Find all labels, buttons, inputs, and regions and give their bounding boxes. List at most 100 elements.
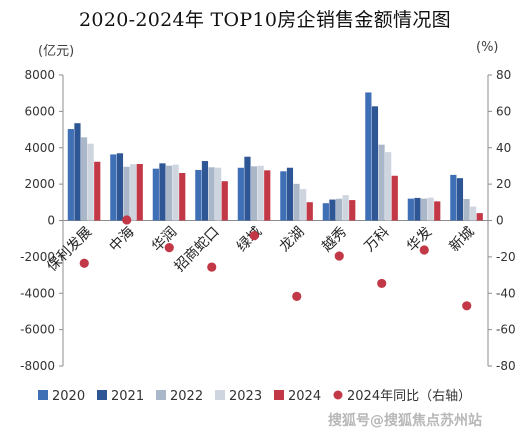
bar-2021-4 (244, 156, 251, 221)
yoy-point-9 (462, 301, 472, 311)
left-tick-label: -6000 (20, 323, 55, 337)
bar-2024-3 (221, 181, 228, 221)
right-tick-label: -80 (496, 359, 516, 373)
bar-2021-6 (329, 199, 336, 221)
bar-2022-8 (420, 198, 428, 221)
legend-label: 2024年同比（右轴） (347, 389, 471, 404)
bar-2022-7 (378, 144, 385, 221)
left-tick-label: -4000 (20, 286, 55, 300)
yoy-point-1 (122, 215, 132, 225)
bar-2021-5 (286, 167, 294, 221)
bar-2021-0 (74, 123, 81, 221)
bar-2020-3 (195, 169, 202, 221)
yoy-point-7 (377, 278, 387, 289)
bar-2021-3 (201, 161, 209, 221)
bar-2024-4 (264, 170, 271, 221)
category-label: 越秀 (319, 224, 350, 255)
bar-2022-0 (80, 137, 88, 221)
bar-2020-8 (407, 198, 414, 221)
bar-2023-8 (427, 197, 434, 221)
bar-2024-2 (179, 172, 186, 221)
right-tick-label: 80 (496, 68, 511, 82)
legend-label: 2024 (288, 389, 321, 404)
right-tick-label: 40 (496, 141, 511, 155)
left-tick-label: -2000 (20, 250, 55, 264)
legend-label: 2021 (111, 389, 144, 404)
yoy-point-2 (164, 242, 174, 253)
bar-2023-0 (87, 143, 94, 221)
bar-2024-6 (349, 200, 356, 221)
bar-2020-5 (280, 171, 287, 221)
legend-label: 2023 (229, 389, 262, 404)
bar-2021-2 (159, 163, 166, 221)
chart-title: 2020-2024年 TOP10房企销售金额情况图 (79, 9, 451, 31)
bar-2024-0 (94, 161, 101, 221)
left-tick-label: 0 (47, 214, 55, 228)
right-tick-label: 0 (496, 214, 504, 228)
legend-swatch (274, 390, 284, 400)
bar-2024-9 (476, 213, 483, 221)
right-tick-label: 60 (496, 104, 511, 118)
bar-2022-1 (123, 166, 130, 221)
bar-2022-2 (165, 165, 173, 221)
right-tick-label: -20 (496, 250, 516, 264)
yoy-point-6 (334, 251, 344, 261)
yoy-point-5 (292, 291, 302, 301)
bar-2021-8 (414, 197, 421, 221)
category-label: 龙湖 (276, 224, 307, 255)
legend-swatch (215, 390, 225, 400)
bar-2023-1 (130, 164, 137, 221)
left-tick-label: 8000 (24, 68, 55, 82)
bar-2023-2 (172, 164, 179, 221)
legend-label: 2020 (52, 389, 85, 404)
bar-2020-1 (110, 154, 117, 221)
bar-2020-2 (152, 168, 159, 221)
bar-2023-3 (215, 167, 222, 221)
bar-2023-4 (257, 165, 264, 221)
right-tick-label: -40 (496, 286, 516, 300)
bar-2021-1 (116, 153, 124, 221)
yoy-point-8 (419, 245, 429, 255)
category-label: 华发 (404, 224, 435, 255)
yoy-point-4 (249, 230, 259, 241)
bar-2023-7 (385, 152, 392, 221)
category-label: 绿城 (234, 224, 265, 255)
legend-label: 2022 (170, 389, 203, 404)
legend-marker (333, 390, 343, 400)
bar-2022-3 (208, 167, 215, 221)
yoy-point-0 (79, 258, 89, 268)
category-label: 中海 (106, 224, 137, 255)
legend-swatch (156, 390, 166, 400)
left-axis-unit: (亿元) (38, 44, 75, 59)
bar-2023-5 (300, 189, 307, 221)
bar-2024-8 (434, 201, 441, 221)
left-tick-label: 2000 (24, 177, 55, 191)
bar-2020-9 (450, 174, 457, 221)
bar-2024-1 (136, 163, 143, 221)
bar-2024-5 (306, 202, 313, 221)
left-tick-label: 6000 (24, 104, 55, 118)
bar-2023-6 (342, 195, 349, 221)
bar-2022-4 (250, 166, 258, 221)
left-tick-label: 4000 (24, 141, 55, 155)
bar-2023-9 (470, 206, 477, 221)
bar-2021-9 (456, 178, 464, 221)
right-tick-label: -60 (496, 323, 516, 337)
category-label: 华润 (149, 224, 180, 255)
bar-2020-0 (67, 129, 74, 221)
category-label: 万科 (361, 224, 392, 255)
bar-2020-7 (365, 92, 372, 221)
legend-swatch (38, 390, 48, 400)
yoy-point-3 (207, 262, 217, 272)
legend-swatch (97, 390, 107, 400)
left-tick-label: -8000 (20, 359, 55, 373)
bar-2024-7 (391, 175, 398, 221)
right-axis-unit: (%) (476, 40, 499, 55)
watermark: 搜狐号@搜狐焦点苏州站 (328, 413, 482, 429)
bar-2020-6 (322, 203, 329, 221)
bar-2021-7 (371, 106, 379, 221)
bar-2020-4 (237, 167, 244, 221)
bar-2022-6 (335, 198, 343, 221)
